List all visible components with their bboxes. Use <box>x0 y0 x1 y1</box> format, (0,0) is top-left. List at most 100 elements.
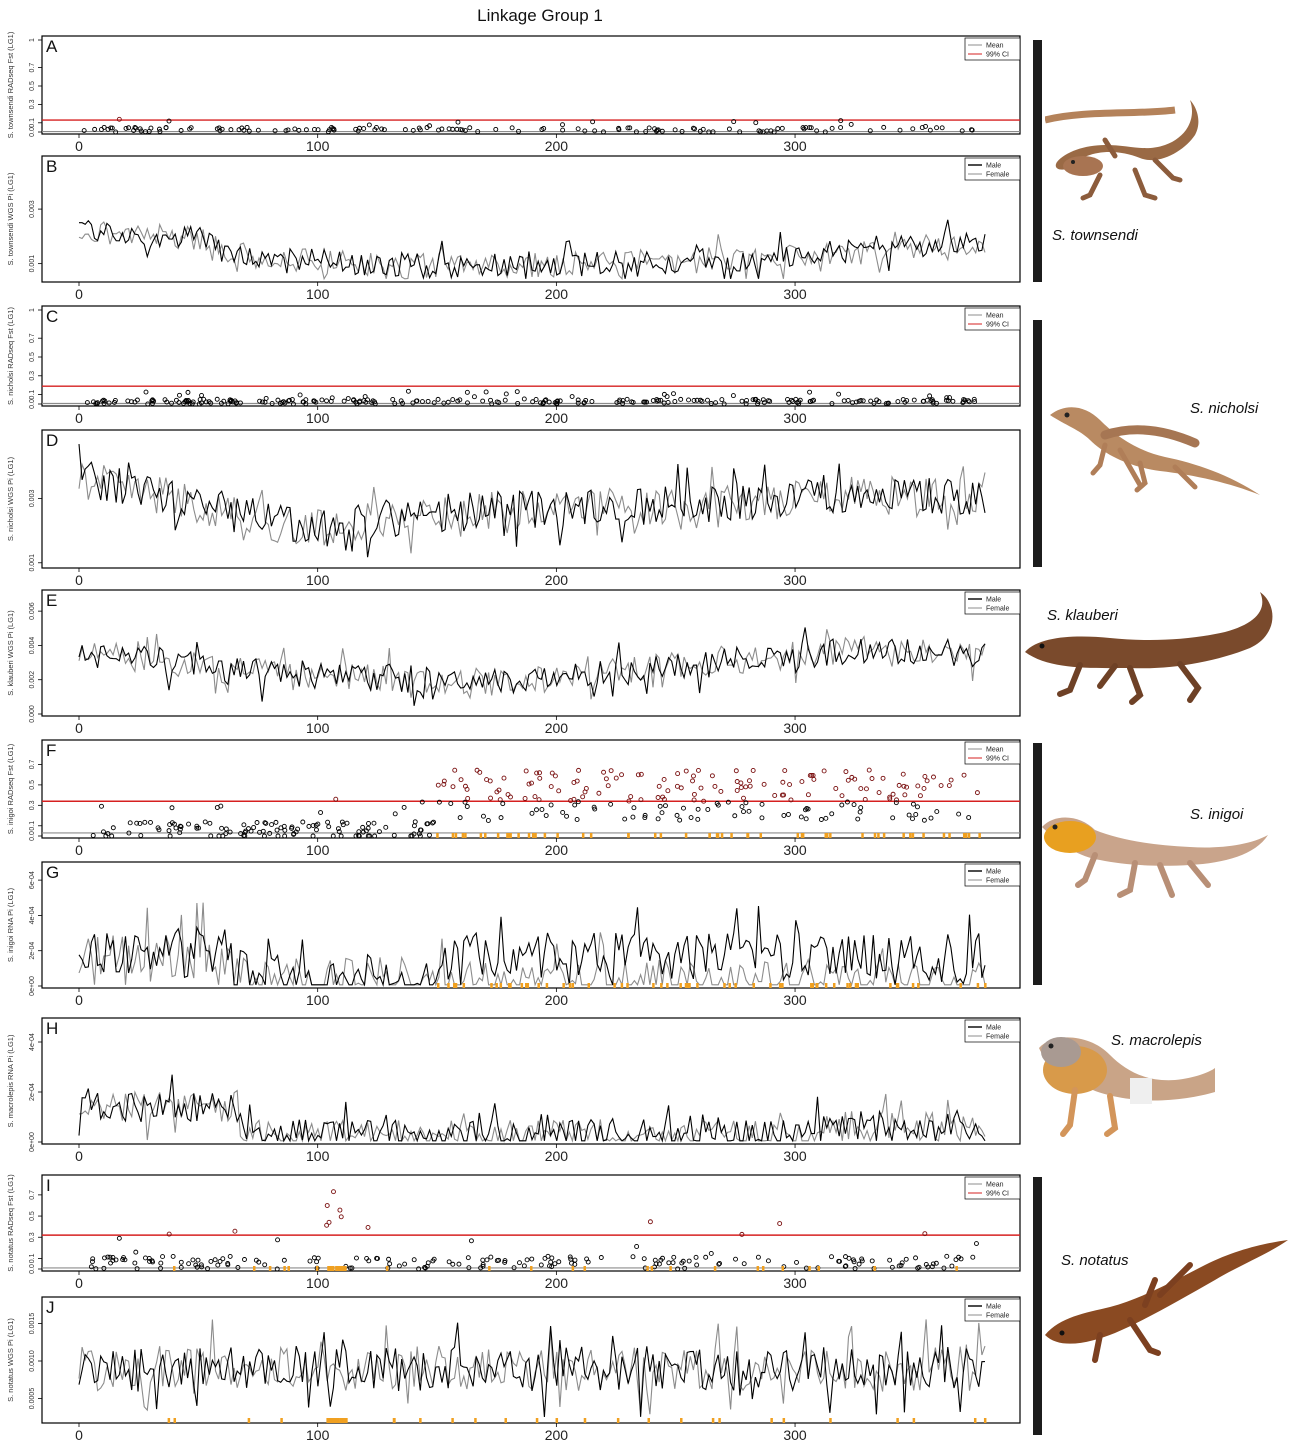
data-point <box>672 127 678 133</box>
data-point <box>311 1255 317 1261</box>
species-label-klauberi: S. klauberi <box>1047 607 1118 624</box>
orange-marker <box>436 833 439 838</box>
data-point <box>523 768 529 774</box>
y-tick-label: 0.5 <box>29 352 36 362</box>
orange-marker <box>679 983 682 988</box>
data-point <box>548 784 554 790</box>
x-tick-label: 200 <box>545 286 569 302</box>
data-point <box>712 783 718 789</box>
data-point <box>945 398 951 404</box>
orange-marker <box>669 1266 672 1271</box>
data-point <box>292 126 298 132</box>
data-point <box>257 398 263 404</box>
data-point <box>839 793 845 799</box>
data-point <box>275 833 281 839</box>
data-point <box>779 792 785 798</box>
x-tick-label: 300 <box>783 720 807 736</box>
data-point <box>396 1263 402 1269</box>
data-point <box>537 775 543 781</box>
data-point <box>647 1219 653 1225</box>
data-point <box>580 794 586 800</box>
legend-label: Female <box>986 606 1009 613</box>
orange-marker <box>525 983 528 988</box>
data-point <box>218 803 224 809</box>
data-point <box>601 129 606 135</box>
data-point <box>919 125 925 131</box>
data-point <box>450 397 456 403</box>
data-point <box>842 1264 848 1269</box>
data-point <box>924 778 930 784</box>
data-point <box>974 790 980 796</box>
data-point <box>790 399 796 404</box>
data-point <box>628 794 634 800</box>
data-point <box>696 767 701 773</box>
data-point <box>930 400 936 406</box>
data-point <box>726 126 732 132</box>
data-point <box>347 1265 353 1271</box>
data-point <box>549 1255 555 1261</box>
chart-f: F S. inigoi RADseq Fst (LG1) 0.00.1 0.3 0.5 0… <box>6 739 1021 858</box>
data-point <box>199 1264 205 1270</box>
data-point <box>401 804 407 810</box>
data-point <box>885 401 891 407</box>
data-point <box>857 809 863 815</box>
data-point <box>674 783 680 789</box>
orange-marker <box>283 1266 286 1271</box>
data-point <box>808 125 814 131</box>
data-point <box>741 809 746 815</box>
orange-marker <box>453 983 456 988</box>
data-point <box>654 127 660 133</box>
data-point <box>274 1266 280 1272</box>
data-point <box>650 398 656 403</box>
orange-marker <box>530 1266 533 1271</box>
orange-marker <box>825 833 829 838</box>
data-point <box>126 830 132 836</box>
orange-marker <box>650 1266 654 1271</box>
data-point <box>534 807 539 813</box>
data-point <box>106 400 112 406</box>
y-axis-label: S. inigoi RADseq Fst (LG1) <box>6 743 15 834</box>
data-point <box>319 397 325 403</box>
data-point <box>214 396 220 402</box>
data-point <box>675 771 681 777</box>
data-point <box>84 400 90 406</box>
data-point <box>92 126 98 132</box>
data-point <box>372 833 378 839</box>
orange-marker <box>718 1418 721 1423</box>
data-point <box>137 821 143 826</box>
data-point <box>746 808 752 814</box>
orange-marker <box>534 833 537 838</box>
orange-marker <box>268 1266 272 1271</box>
data-point <box>337 1207 343 1213</box>
data-point <box>505 792 511 797</box>
data-point <box>392 811 398 817</box>
orange-marker <box>984 983 987 988</box>
orange-marker <box>589 833 593 838</box>
data-point <box>890 791 896 797</box>
data-point <box>853 399 859 405</box>
data-point <box>582 400 587 406</box>
x-tick-label: 200 <box>545 1148 569 1164</box>
data-point <box>516 128 521 134</box>
data-point <box>856 1261 862 1267</box>
data-point <box>349 1265 355 1271</box>
data-point <box>241 127 247 133</box>
data-point <box>938 783 944 789</box>
y-axis-label: S. notatus RADseq Fst (LG1) <box>6 1174 15 1272</box>
y-tick-label: 0.7 <box>29 63 36 73</box>
orange-marker <box>509 983 512 988</box>
data-point <box>330 833 336 839</box>
orange-marker <box>526 983 530 988</box>
data-point <box>887 1257 893 1263</box>
orange-marker <box>627 833 630 838</box>
data-point <box>164 399 170 405</box>
data-point <box>922 773 928 779</box>
x-tick-label: 200 <box>545 992 569 1008</box>
data-point <box>807 389 813 395</box>
y-axis-label: S. inigoi RNA Pi (LG1) <box>6 887 15 962</box>
data-point <box>771 129 777 135</box>
data-point <box>772 793 778 798</box>
data-point <box>458 777 464 783</box>
x-tick-label: 0 <box>75 1148 83 1164</box>
data-point <box>701 798 707 804</box>
